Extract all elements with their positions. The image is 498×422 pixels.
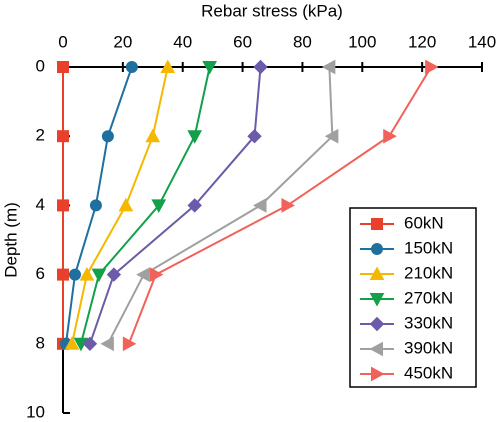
series-line — [71, 66, 169, 345]
marker — [149, 267, 164, 282]
legend-label: 60kN — [404, 213, 444, 232]
legend-label: 210kN — [404, 263, 453, 282]
x-tick-label: 80 — [293, 32, 312, 51]
legend-label: 450kN — [404, 363, 453, 382]
marker — [101, 130, 114, 143]
x-tick-label: 20 — [113, 32, 132, 51]
x-tick-label: 40 — [173, 32, 192, 51]
chart-title: Rebar stress (kPa) — [201, 1, 343, 20]
marker — [106, 267, 122, 282]
x-tick-label: 100 — [348, 32, 376, 51]
marker — [281, 198, 296, 213]
legend-marker — [371, 243, 383, 255]
y-tick-label: 6 — [36, 264, 45, 283]
legend-marker — [369, 266, 385, 280]
marker — [89, 199, 102, 212]
y-axis-label: Depth (m) — [1, 202, 20, 278]
marker — [79, 267, 95, 281]
marker — [202, 61, 217, 75]
series-line — [88, 66, 262, 345]
legend-marker — [371, 218, 383, 230]
marker — [321, 59, 336, 75]
marker — [247, 128, 262, 144]
legend-marker — [369, 341, 383, 357]
legend-label: 270kN — [404, 288, 453, 307]
x-tick-label: 60 — [233, 32, 252, 51]
marker — [57, 268, 69, 281]
marker — [64, 336, 80, 350]
y-tick-label: 0 — [36, 56, 45, 75]
marker — [383, 128, 397, 144]
series-line — [107, 66, 334, 345]
marker — [324, 128, 339, 144]
y-tick-label: 2 — [36, 126, 45, 145]
marker — [125, 61, 138, 73]
marker — [136, 267, 150, 282]
marker — [151, 199, 167, 213]
marker — [91, 268, 107, 283]
legend-marker — [369, 316, 385, 332]
marker — [57, 130, 69, 143]
marker — [118, 197, 134, 212]
marker — [100, 336, 114, 352]
marker — [57, 199, 69, 212]
marker — [82, 336, 98, 352]
marker — [57, 61, 69, 73]
legend-label: 390kN — [404, 338, 453, 357]
marker — [252, 198, 267, 213]
y-tick-label: 10 — [26, 402, 45, 421]
marker — [145, 128, 161, 143]
y-tick-label: 4 — [36, 195, 45, 214]
legend-marker — [369, 293, 385, 307]
marker — [425, 59, 439, 75]
y-tick-label: 8 — [36, 333, 45, 352]
legend-box — [349, 207, 477, 388]
marker — [187, 198, 202, 213]
x-tick-label: 140 — [468, 32, 496, 51]
marker — [68, 268, 81, 281]
x-tick-label: 120 — [408, 32, 436, 51]
marker — [187, 130, 203, 144]
marker — [122, 336, 137, 352]
marker — [253, 59, 268, 75]
marker — [160, 59, 176, 73]
legend-marker — [371, 366, 385, 382]
legend-label: 150kN — [404, 238, 453, 257]
x-tick-label: 0 — [58, 32, 67, 51]
legend-label: 330kN — [404, 313, 453, 332]
